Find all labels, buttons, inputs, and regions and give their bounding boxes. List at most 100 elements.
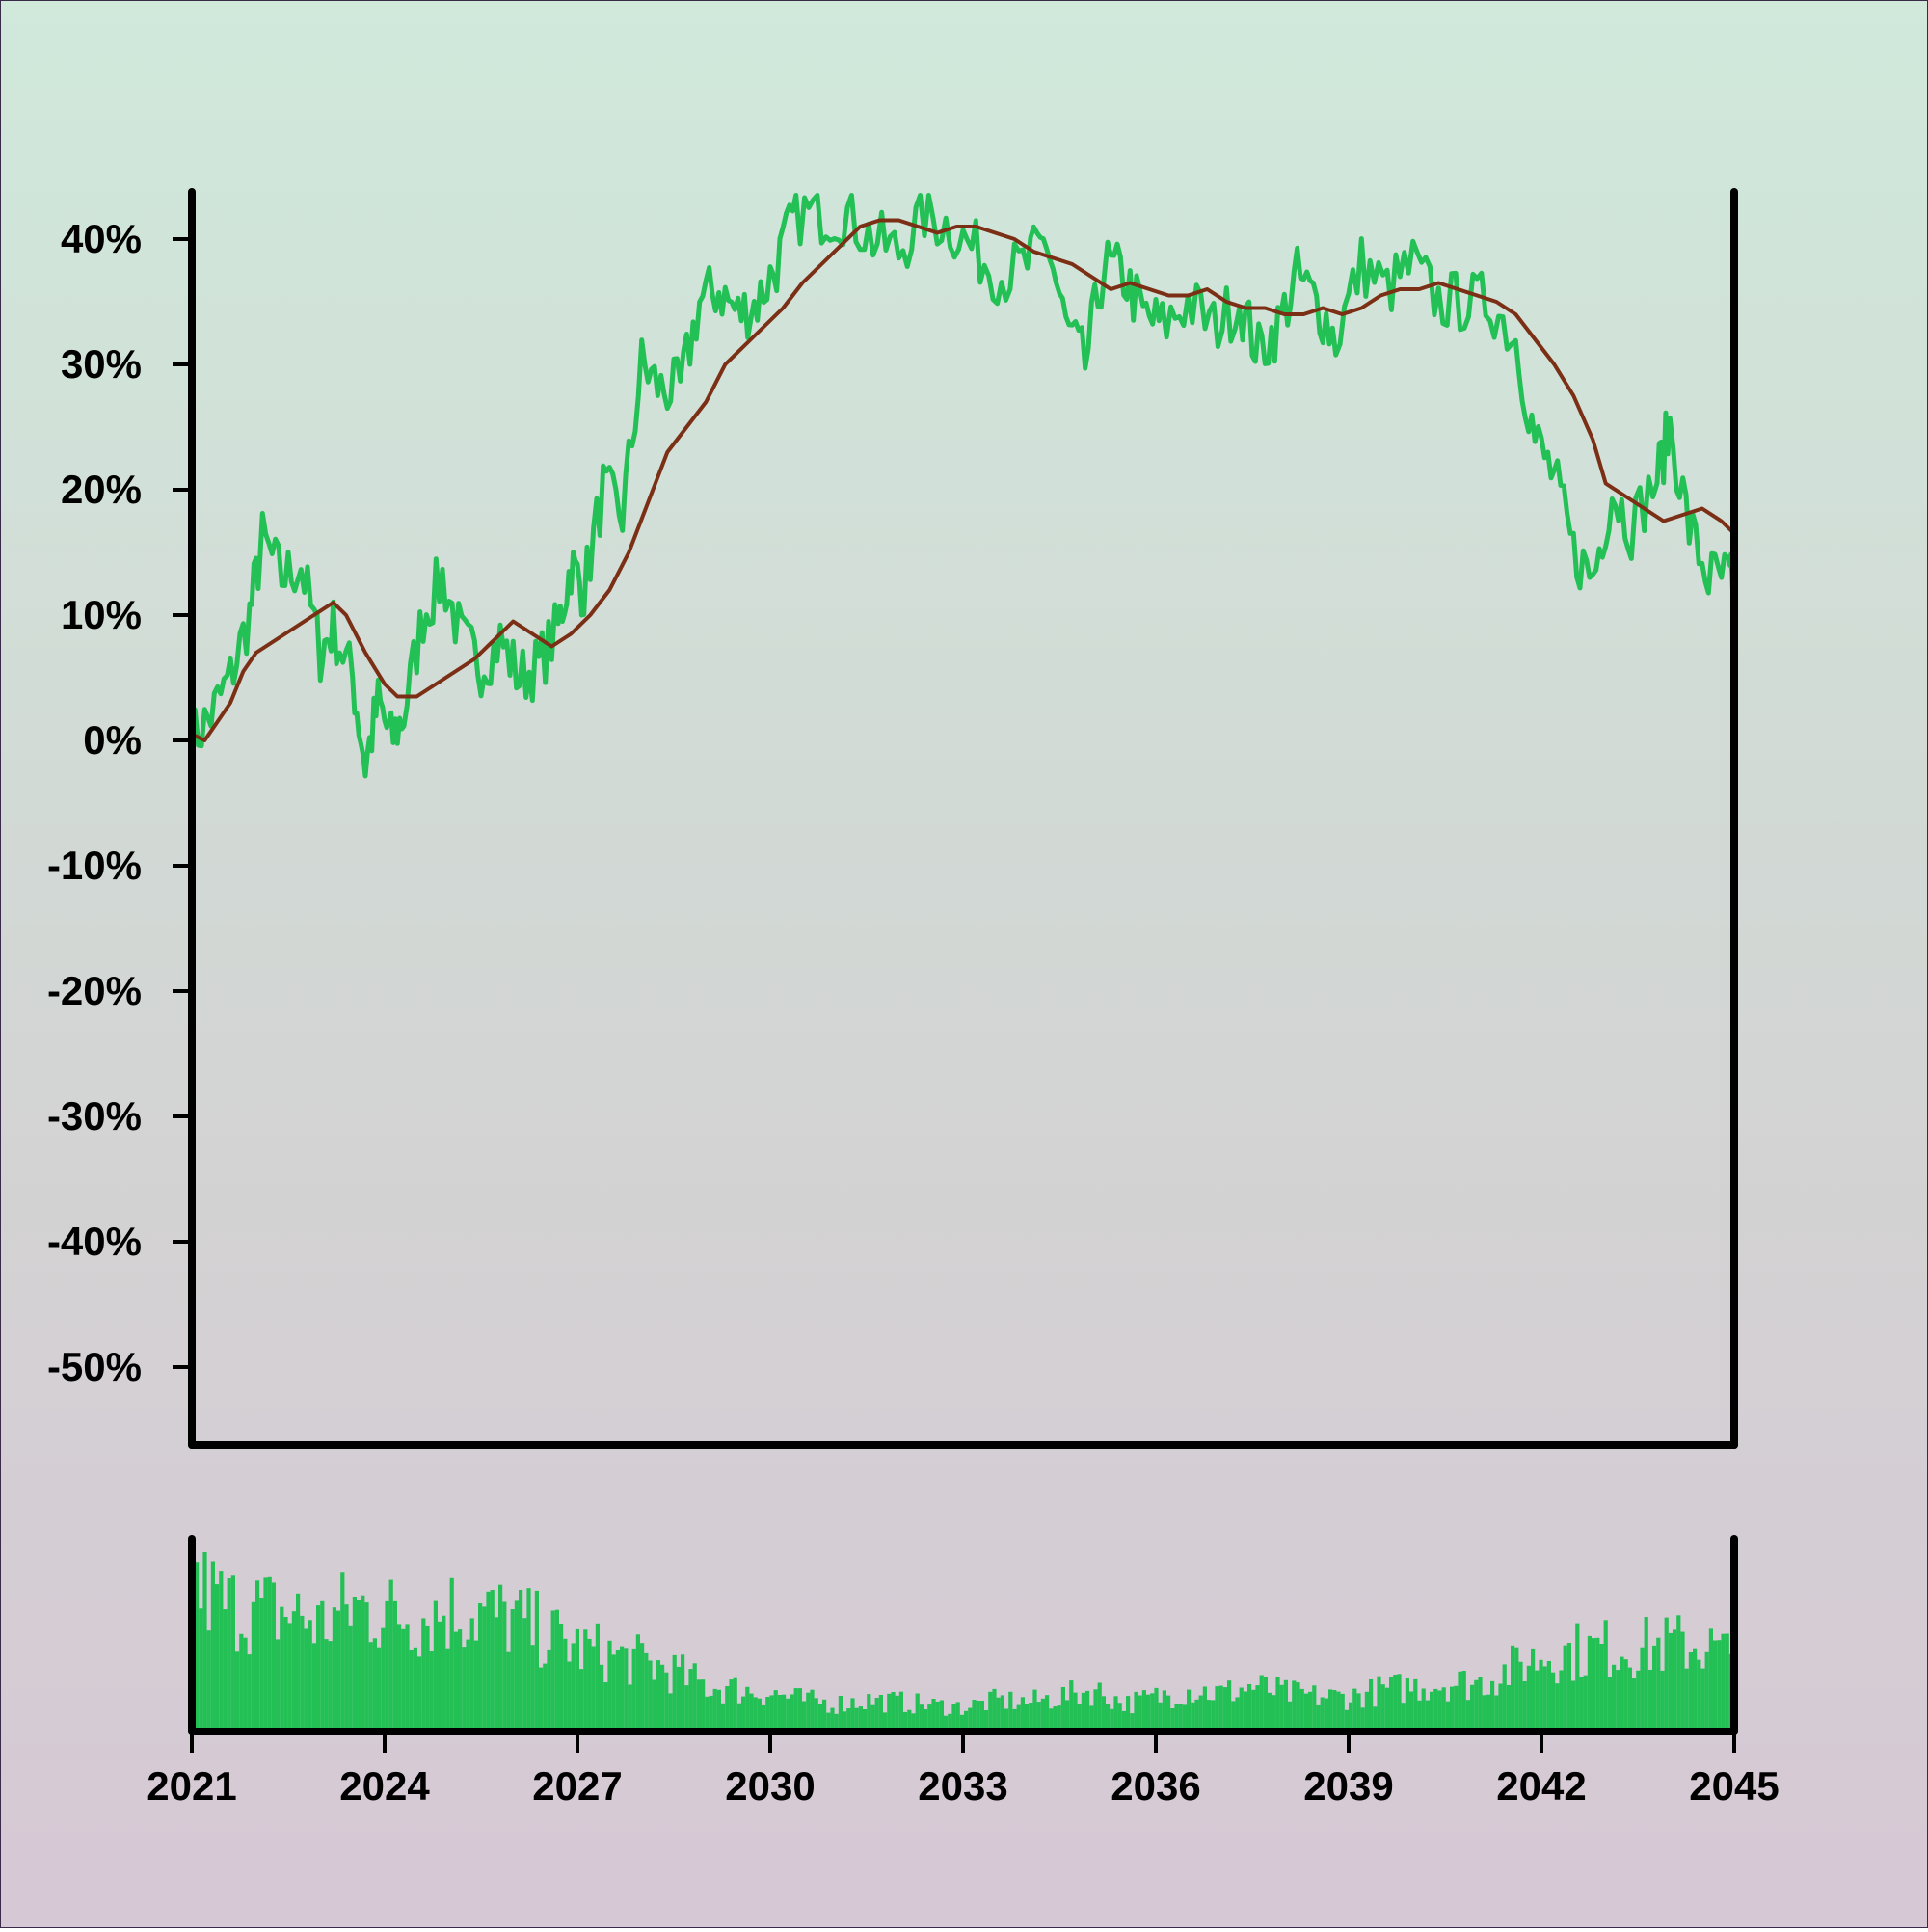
y-tick-label: -40%	[47, 1219, 142, 1264]
volume-bar	[648, 1660, 653, 1731]
volume-bar	[1445, 1701, 1450, 1731]
volume-bar	[1020, 1697, 1025, 1731]
volume-bar	[887, 1693, 892, 1731]
volume-bar	[1413, 1678, 1418, 1731]
volume-bar	[202, 1552, 207, 1731]
volume-bar	[458, 1629, 463, 1731]
y-tick-label: 10%	[61, 592, 142, 637]
volume-bar	[1640, 1647, 1645, 1731]
volume-bar	[814, 1698, 818, 1731]
volume-bar	[1531, 1648, 1536, 1731]
volume-bar	[219, 1571, 224, 1731]
volume-bar	[668, 1693, 673, 1731]
volume-bar	[466, 1639, 470, 1731]
x-tick-label: 2021	[147, 1763, 236, 1809]
volume-bar	[283, 1617, 288, 1731]
volume-bar	[1283, 1679, 1288, 1731]
y-tick-label: -10%	[47, 843, 142, 888]
volume-bar	[433, 1600, 438, 1731]
volume-bar	[340, 1572, 345, 1731]
volume-bar	[1571, 1680, 1576, 1731]
volume-bar	[583, 1629, 588, 1731]
volume-bar	[603, 1682, 608, 1731]
volume-bar	[716, 1689, 721, 1731]
volume-bar	[357, 1600, 362, 1731]
volume-bar	[425, 1625, 430, 1731]
volume-bar	[215, 1584, 220, 1731]
volume-bar	[1004, 1708, 1009, 1731]
volume-bar	[482, 1606, 487, 1731]
volume-bar	[863, 1709, 868, 1731]
volume-bar	[1708, 1628, 1713, 1731]
volume-bar	[1029, 1703, 1033, 1731]
volume-bar	[1187, 1689, 1192, 1731]
volume-bar	[640, 1643, 645, 1731]
volume-bar	[304, 1628, 308, 1731]
volume-bar	[1093, 1689, 1098, 1731]
volume-bar	[1279, 1684, 1284, 1731]
volume-bar	[725, 1686, 730, 1731]
volume-bar	[1644, 1617, 1648, 1731]
volume-bar	[554, 1609, 559, 1731]
volume-bar	[1106, 1704, 1111, 1731]
volume-bar	[405, 1624, 410, 1731]
volume-bar	[1255, 1685, 1260, 1731]
volume-bar	[1595, 1637, 1600, 1731]
volume-bar	[1154, 1687, 1159, 1731]
volume-bar	[850, 1698, 855, 1731]
volume-bar	[672, 1654, 677, 1731]
volume-bar	[1332, 1690, 1337, 1731]
volume-bar	[741, 1696, 746, 1731]
volume-bar	[1660, 1670, 1665, 1731]
volume-bar	[498, 1584, 503, 1731]
volume-bar	[316, 1605, 321, 1731]
volume-bar	[1174, 1704, 1179, 1731]
volume-bar	[1566, 1643, 1571, 1731]
volume-bar	[543, 1663, 548, 1731]
volume-bar	[296, 1593, 301, 1731]
volume-bar	[1364, 1691, 1369, 1731]
volume-bar	[364, 1602, 369, 1731]
volume-bar	[1292, 1680, 1297, 1731]
y-tick-label: 0%	[83, 717, 142, 763]
volume-bar	[1089, 1705, 1094, 1731]
volume-bar	[733, 1677, 737, 1731]
volume-bar	[392, 1600, 397, 1731]
volume-bar	[1360, 1707, 1365, 1731]
volume-bar	[891, 1692, 896, 1731]
volume-bar	[1627, 1667, 1632, 1731]
x-tick-label: 2036	[1111, 1763, 1200, 1809]
volume-bar	[547, 1649, 551, 1731]
volume-bar	[1202, 1686, 1207, 1731]
volume-bar	[1369, 1679, 1374, 1731]
x-axis-ticks: 2021 2024 2027 2030 2033 2036 2039 2042 2045	[147, 1731, 1780, 1809]
volume-bar	[1673, 1629, 1677, 1731]
volume-bar	[620, 1646, 625, 1731]
volume-bar	[1227, 1680, 1232, 1731]
volume-bar	[1713, 1640, 1718, 1731]
raw-series-layer	[189, 193, 1737, 779]
volume-bar	[1599, 1644, 1604, 1731]
x-tick-label: 2027	[532, 1763, 622, 1809]
volume-bar	[769, 1695, 774, 1731]
volume-bar	[1025, 1704, 1030, 1731]
volume-bar	[1113, 1696, 1118, 1731]
volume-bar	[1299, 1688, 1304, 1731]
smoothed-series-line	[191, 218, 1736, 742]
volume-bar	[1693, 1648, 1698, 1731]
volume-bar	[1352, 1688, 1357, 1731]
volume-bar	[1384, 1687, 1389, 1731]
volume-bar	[951, 1704, 956, 1731]
volume-bar	[1324, 1698, 1328, 1731]
volume-bar	[1053, 1706, 1058, 1731]
volume-bar	[530, 1645, 535, 1731]
volume-bar	[1612, 1664, 1617, 1731]
volume-bar	[1069, 1680, 1074, 1731]
volume-bar	[600, 1664, 604, 1731]
volume-bar	[1717, 1640, 1722, 1731]
volume-bar	[1721, 1633, 1726, 1731]
volume-bar	[736, 1703, 741, 1731]
volume-bar	[1656, 1637, 1661, 1731]
